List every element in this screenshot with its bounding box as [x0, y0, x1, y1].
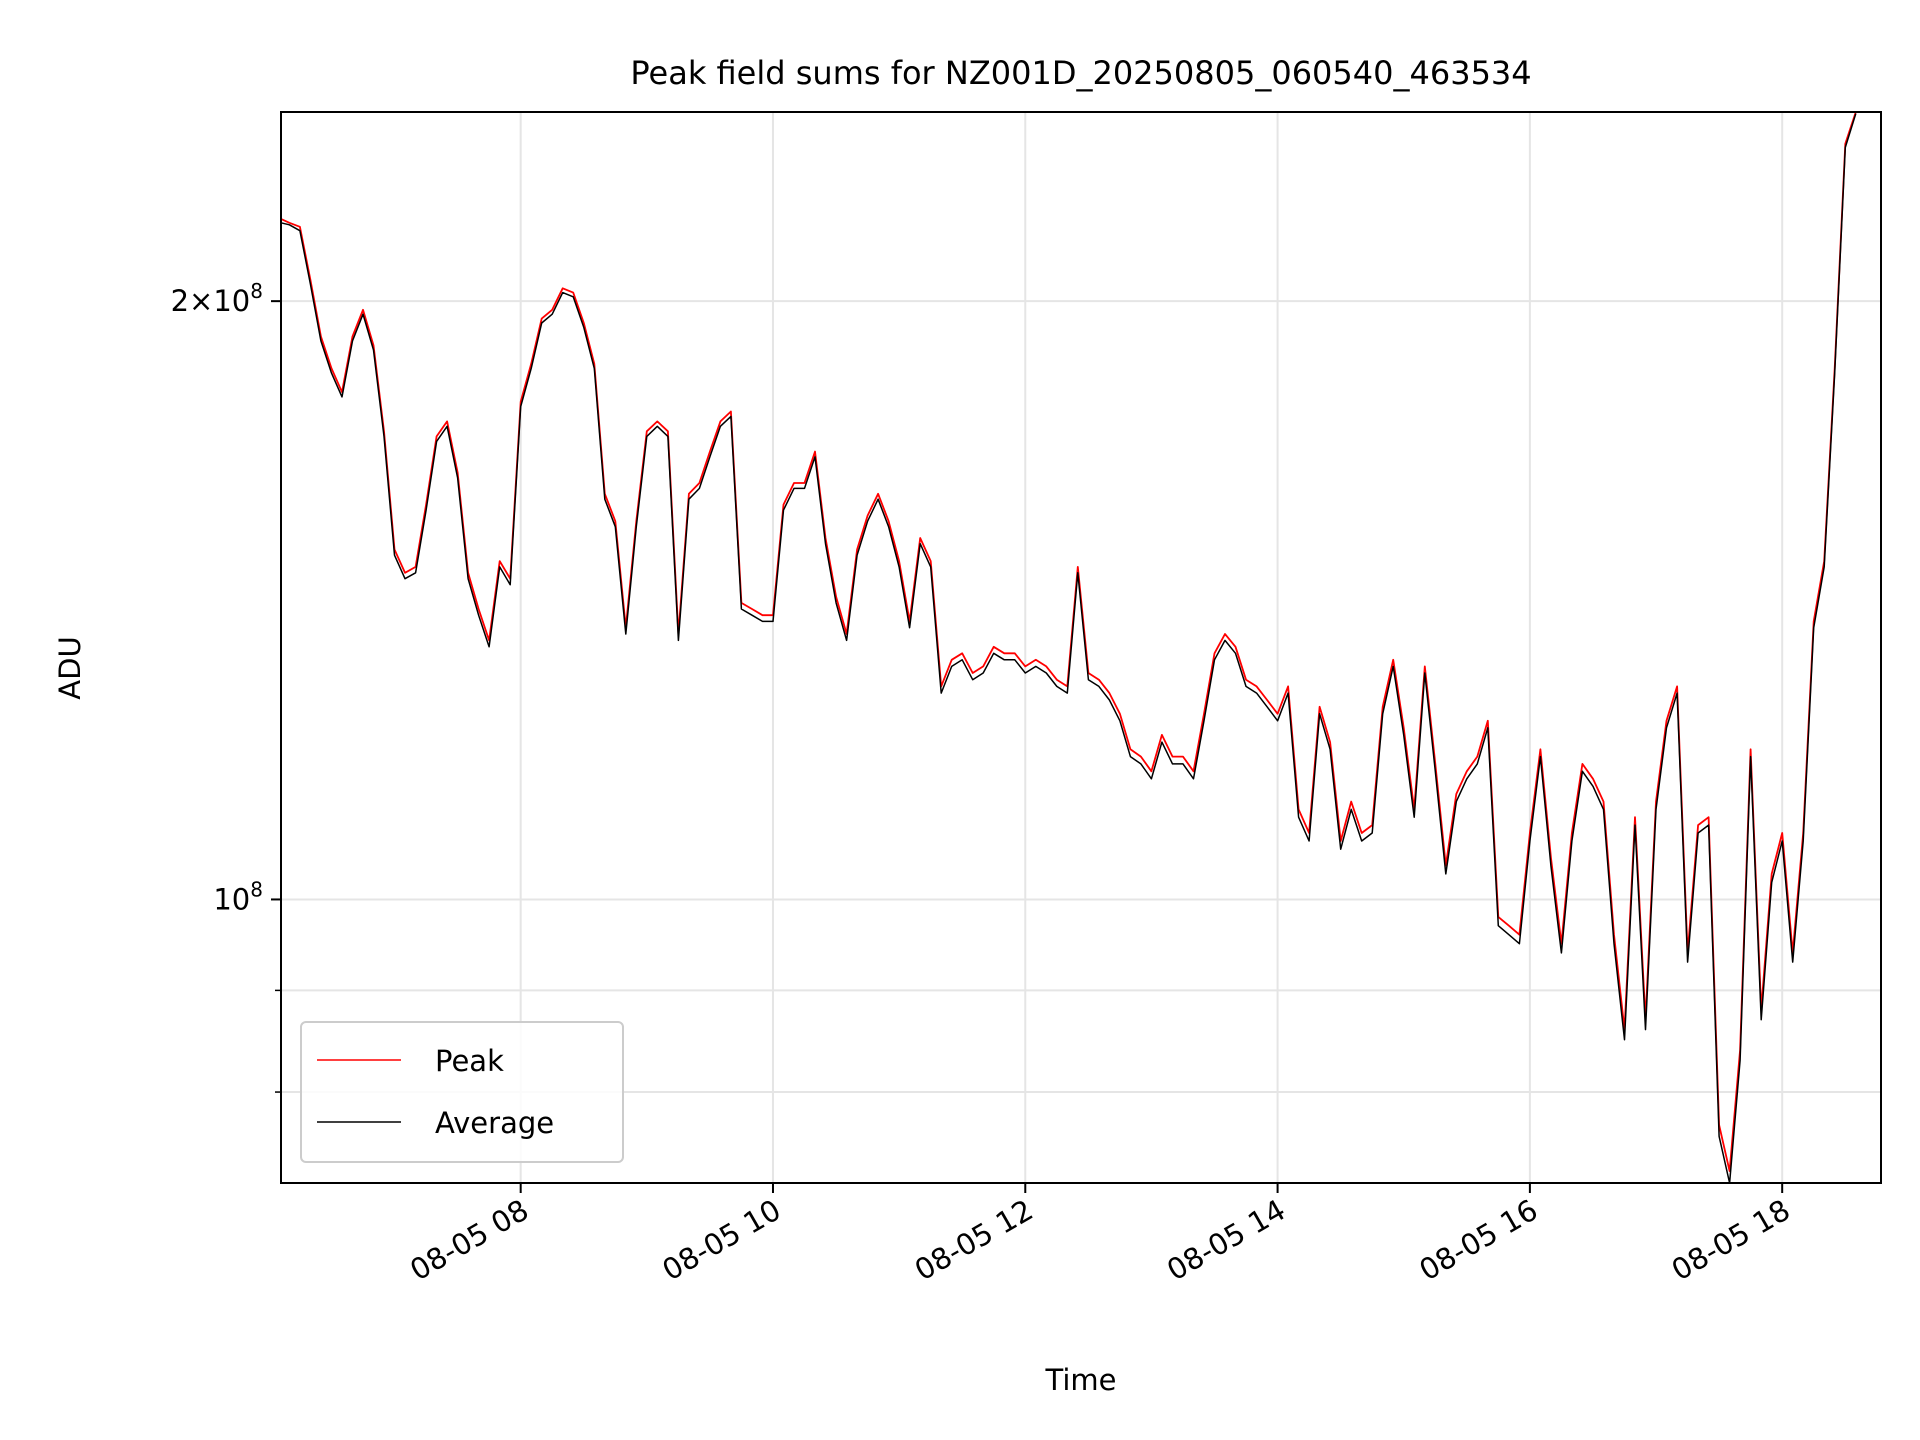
- plot-area-frame: [280, 111, 1882, 1184]
- legend-label-peak: Peak: [435, 1044, 504, 1078]
- y-tick-label-exponent: 8: [250, 279, 263, 303]
- y-tick-label-base: 10: [213, 882, 250, 916]
- y-tick-label: 2×108: [171, 279, 263, 318]
- legend-label-average: Average: [435, 1106, 554, 1140]
- y-tick-label-exponent: 8: [250, 877, 263, 901]
- y-tick-label-base: 2×10: [171, 284, 251, 318]
- y-axis-label: ADU: [53, 636, 87, 699]
- y-tick-label: 108: [213, 877, 263, 916]
- x-axis-label: Time: [1045, 1363, 1117, 1397]
- legend-box: [300, 1021, 624, 1163]
- legend: Peak Average: [300, 1021, 624, 1163]
- chart-title: Peak field sums for NZ001D_20250805_0605…: [630, 54, 1531, 92]
- series-line-average: [280, 113, 1857, 1184]
- series-lines: [280, 111, 1857, 1184]
- grid-lines: [281, 112, 1881, 1183]
